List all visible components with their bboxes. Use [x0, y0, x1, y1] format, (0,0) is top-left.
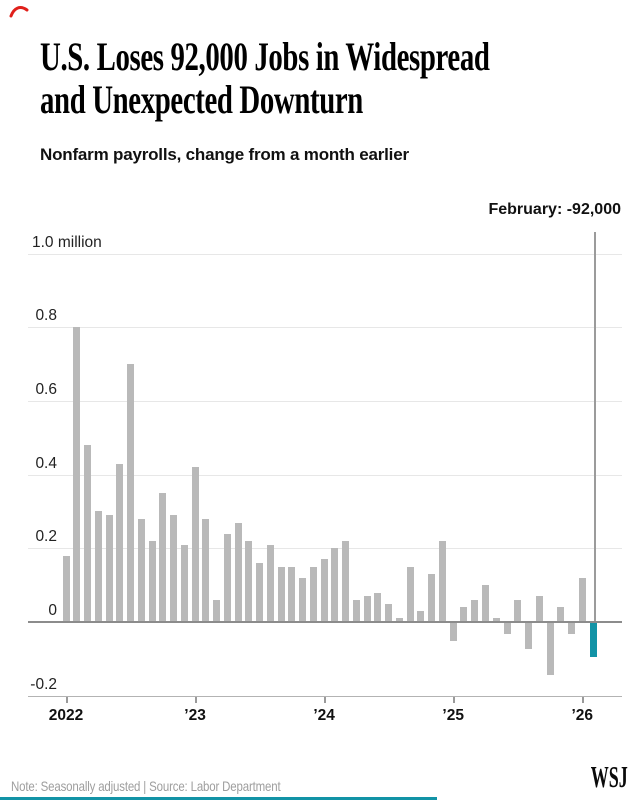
payroll-bar — [492, 618, 500, 622]
payroll-bar — [288, 567, 296, 622]
x-axis-year-label: ’23 — [184, 707, 206, 724]
teal-strip-artifact — [0, 797, 437, 800]
payroll-bar — [116, 464, 124, 622]
payroll-bar — [277, 567, 285, 622]
gridline — [28, 254, 622, 255]
payroll-bar — [449, 623, 457, 641]
gridline — [28, 327, 622, 328]
y-axis-tick-label: 0.6 — [35, 381, 57, 398]
payroll-bar — [514, 600, 522, 622]
bottom-axis-line — [28, 696, 622, 697]
y-axis-tick-label: 0.8 — [35, 307, 57, 324]
payroll-bar — [363, 596, 371, 622]
page-title-line1: U.S. Loses 92,000 Jobs in Widespread — [40, 34, 490, 79]
payroll-bar — [331, 548, 339, 622]
y-axis-tick-label: 0 — [48, 602, 57, 619]
payroll-bar — [535, 596, 543, 622]
payroll-bar — [385, 604, 393, 622]
x-axis-tick — [195, 697, 197, 703]
payroll-bar — [213, 600, 221, 622]
annotation-callout-line — [594, 232, 596, 622]
payroll-bar — [471, 600, 479, 622]
payroll-bar — [578, 578, 586, 622]
wsj-logo: WSJ — [591, 759, 628, 794]
payroll-bar — [299, 578, 307, 622]
source-note: Note: Seasonally adjusted | Source: Labo… — [11, 778, 281, 794]
payroll-bar — [202, 519, 210, 622]
payroll-bar — [320, 559, 328, 622]
payroll-bar — [428, 574, 436, 622]
x-axis-year-label: 2022 — [48, 707, 84, 724]
payroll-bar — [191, 467, 199, 622]
chart-subtitle: Nonfarm payrolls, change from a month ea… — [40, 145, 409, 164]
payroll-bar — [84, 445, 91, 622]
payroll-bar — [159, 493, 167, 622]
x-axis-year-label: ’25 — [442, 707, 464, 724]
annotation-label: February: -92,000 — [488, 201, 621, 218]
payroll-bar — [105, 515, 113, 622]
x-axis-tick — [453, 697, 455, 703]
y-axis-tick-label: 0.4 — [35, 455, 57, 472]
payroll-bar — [546, 623, 554, 675]
payroll-bar — [342, 541, 350, 622]
red-scribble-artifact — [9, 6, 29, 18]
gridline — [28, 548, 622, 549]
payroll-bar — [417, 611, 425, 622]
payroll-bar — [460, 607, 468, 622]
payroll-bar — [266, 545, 274, 622]
payroll-bar — [127, 364, 134, 622]
payroll-bar — [557, 607, 565, 622]
payroll-bar — [352, 600, 360, 622]
payroll-bar — [438, 541, 446, 622]
payroll-bar — [406, 567, 414, 622]
y-axis-tick-label: 0.2 — [35, 528, 57, 545]
payroll-bar — [374, 593, 382, 622]
gridline — [28, 475, 622, 476]
payroll-bar — [137, 519, 145, 622]
payroll-bar — [395, 618, 403, 622]
payroll-bar — [245, 541, 253, 622]
payroll-bar — [256, 563, 264, 622]
payroll-bar — [481, 585, 489, 622]
payroll-bar — [180, 545, 188, 622]
payroll-bar — [148, 541, 156, 622]
payroll-bar — [568, 623, 575, 634]
x-axis-tick — [66, 697, 68, 703]
x-axis-tick — [324, 697, 326, 703]
payroll-bar-highlight — [589, 623, 597, 657]
payroll-bar — [503, 623, 511, 634]
payroll-bar — [170, 515, 178, 622]
payroll-bar — [525, 623, 532, 649]
payroll-bar — [62, 556, 70, 622]
payroll-bar — [73, 327, 81, 622]
page-title-line2: and Unexpected Downturn — [40, 77, 363, 122]
payroll-bar — [234, 523, 242, 622]
x-axis-tick — [582, 697, 584, 703]
payroll-bar — [309, 567, 317, 622]
y-axis-tick-label: 1.0 million — [32, 234, 102, 251]
payroll-bar — [94, 511, 102, 622]
y-axis-tick-label: -0.2 — [30, 676, 57, 693]
payroll-bar — [223, 534, 231, 622]
x-axis-year-label: ’26 — [571, 707, 594, 724]
gridline — [28, 401, 622, 402]
zero-axis-line — [28, 621, 622, 623]
x-axis-year-label: ’24 — [313, 707, 335, 724]
